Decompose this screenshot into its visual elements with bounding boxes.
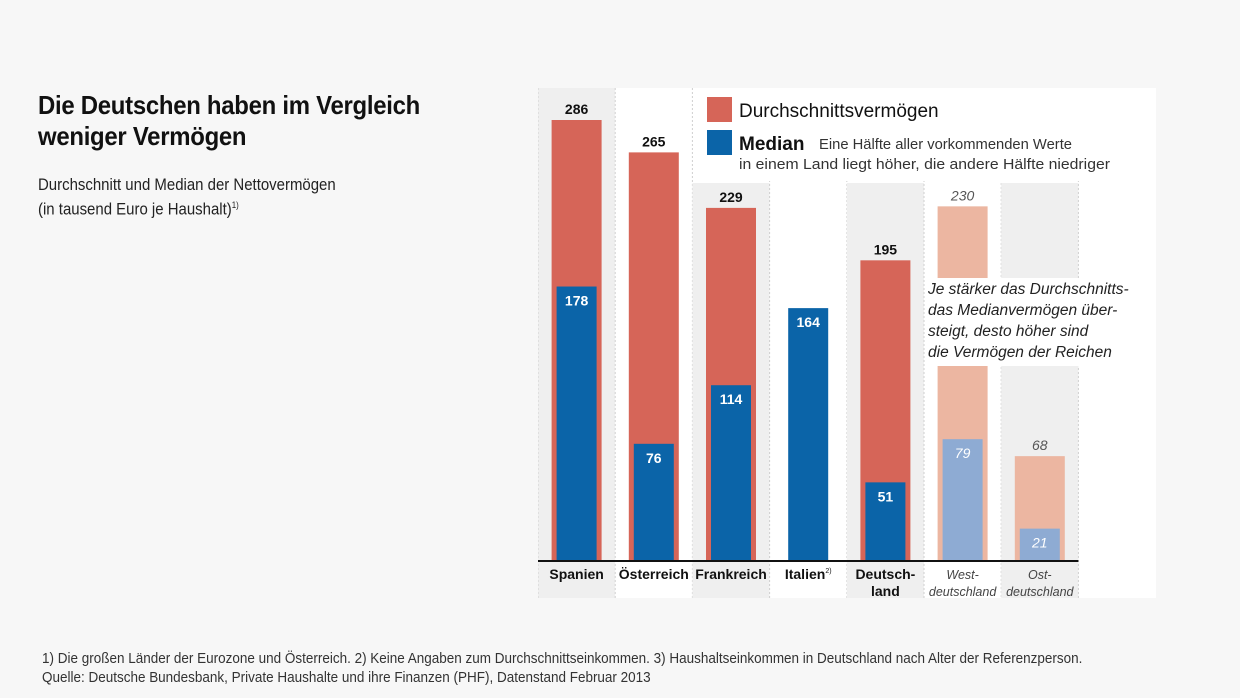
median-value-label: 178	[565, 293, 589, 309]
legend-note-line2: in einem Land liegt höher, die andere Hä…	[739, 157, 1110, 173]
mean-value-label: 229	[719, 189, 743, 205]
legend-note-line1: Eine Hälfte aller vorkommenden Werte	[819, 137, 1072, 153]
category-label: Ost-	[1028, 568, 1052, 582]
median-bar	[1019, 528, 1060, 561]
category-label: Spanien	[549, 566, 603, 582]
annotation-line: Je stärker das Durchschnitts-	[927, 281, 1129, 298]
median-bar	[633, 443, 674, 561]
category-label-line2: deutschland	[929, 585, 997, 598]
category-label: Deutsch-	[855, 566, 915, 582]
category-label: Frankreich	[695, 566, 767, 582]
legend-swatch-mean	[707, 97, 732, 122]
subtitle-line1: Durchschnitt und Median der Nettovermöge…	[38, 175, 336, 194]
median-bar	[788, 308, 829, 561]
median-bar	[942, 439, 983, 561]
page-subtitle: Durchschnitt und Median der Nettovermöge…	[38, 174, 336, 220]
legend-label-mean: Durchschnittsvermögen	[739, 101, 939, 122]
chart-area: 286 178 Spanien 265 76 Österreich 229 114 Frankr…	[538, 88, 1156, 598]
median-value-label: 114	[720, 391, 743, 407]
category-label-line2: land	[871, 583, 900, 598]
annotation-line: steigt, desto höher sind	[928, 323, 1090, 340]
annotation-line: das Medianvermögen über-	[928, 302, 1117, 319]
median-value-label: 164	[797, 314, 821, 330]
median-value-label: 79	[955, 445, 971, 461]
subtitle-line2: (in tausend Euro je Haushalt)	[38, 199, 232, 219]
median-value-label: 76	[646, 450, 662, 466]
legend-swatch-median	[707, 130, 732, 155]
median-value-label: 21	[1031, 535, 1048, 551]
footnotes: 1) Die großen Länder der Eurozone und Ös…	[42, 650, 1082, 688]
footnote-line1: 1) Die großen Länder der Eurozone und Ös…	[42, 651, 1083, 667]
median-value-label: 51	[878, 488, 894, 504]
category-footnote-ref: 2)	[825, 568, 831, 575]
legend-background	[693, 88, 1156, 181]
median-bar	[865, 482, 906, 561]
category-label: Italien2)	[785, 566, 832, 582]
annotation-background	[926, 278, 1126, 366]
mean-value-label: 286	[565, 101, 589, 117]
category-label: Österreich	[619, 566, 689, 582]
page-title: Die Deutschen haben im Vergleich weniger…	[38, 90, 420, 151]
legend-label-median: Median	[739, 134, 804, 155]
category-label: West-	[946, 568, 978, 582]
annotation-line: die Vermögen der Reichen	[928, 344, 1112, 361]
mean-value-label: 265	[642, 133, 666, 149]
category-label-line2: deutschland	[1006, 585, 1074, 598]
source-line: Quelle: Deutsche Bundesbank, Private Hau…	[42, 670, 651, 686]
subtitle-footnote-ref: 1)	[231, 200, 239, 210]
mean-value-label: 230	[950, 187, 975, 203]
bar-chart: 286 178 Spanien 265 76 Österreich 229 114 Frankr…	[538, 88, 1156, 598]
median-bar	[556, 286, 597, 561]
mean-value-label: 68	[1032, 437, 1048, 453]
mean-value-label: 195	[874, 241, 898, 257]
median-bar	[711, 385, 751, 561]
